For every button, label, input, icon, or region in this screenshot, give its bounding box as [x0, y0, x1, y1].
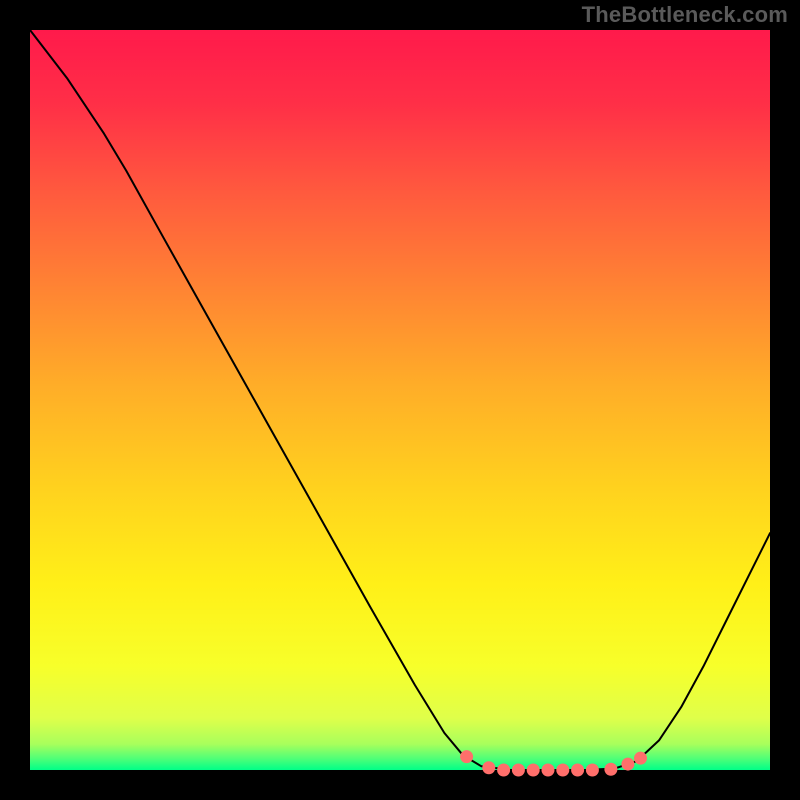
valley-marker	[460, 750, 473, 763]
valley-marker	[527, 764, 540, 777]
valley-marker	[604, 763, 617, 776]
valley-marker	[512, 764, 525, 777]
valley-marker	[542, 764, 555, 777]
valley-marker	[497, 764, 510, 777]
valley-marker	[634, 752, 647, 765]
valley-marker	[556, 764, 569, 777]
watermark-label: TheBottleneck.com	[582, 2, 788, 28]
chart-container: TheBottleneck.com	[0, 0, 800, 800]
bottleneck-curve-chart	[0, 0, 800, 800]
valley-marker	[586, 764, 599, 777]
valley-marker	[621, 758, 634, 771]
valley-marker	[571, 764, 584, 777]
valley-marker	[482, 761, 495, 774]
